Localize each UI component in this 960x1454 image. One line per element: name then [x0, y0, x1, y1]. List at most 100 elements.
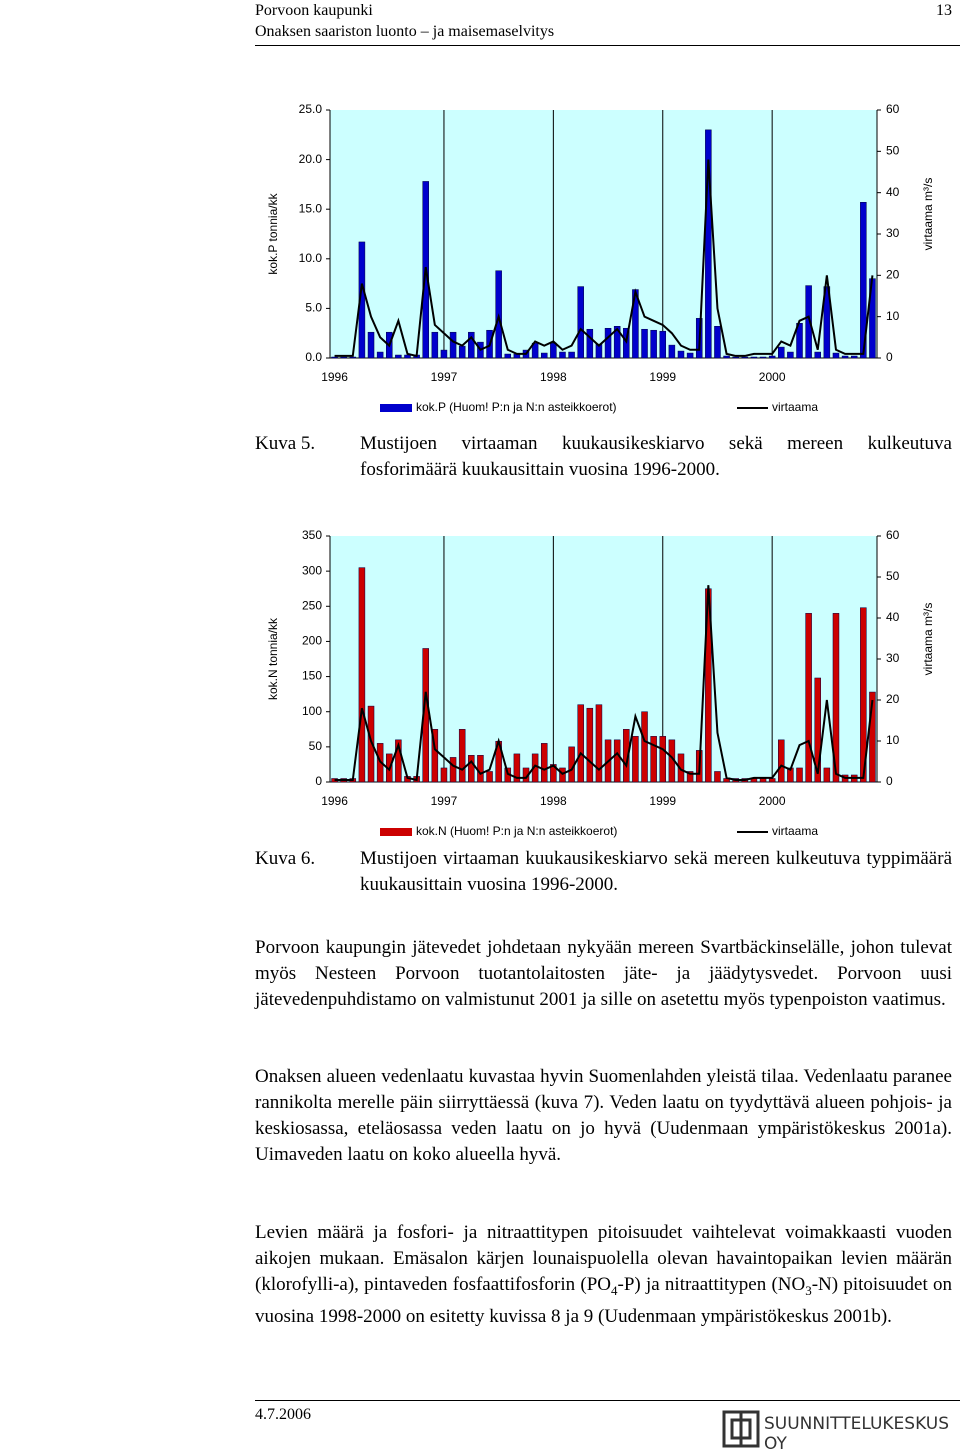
y2-tick-label: 50: [886, 569, 900, 583]
bar: [641, 328, 648, 359]
bar: [814, 351, 821, 359]
y-tick-label: 300: [302, 563, 322, 577]
x-tick-label: 1996: [321, 794, 348, 808]
y2-tick-label: 50: [886, 144, 900, 158]
bar: [550, 764, 557, 783]
bar: [404, 354, 411, 359]
paragraph: Porvoon kaupungin jätevedet johdetaan ny…: [255, 935, 952, 1013]
y-tick-label: 250: [302, 598, 322, 612]
bar: [686, 771, 694, 783]
bar: [850, 355, 858, 359]
bar: [440, 349, 448, 359]
footer-date: 4.7.2006: [255, 1406, 311, 1423]
legend-label: kok.P (Huom! P:n ja N:n asteikkoerot): [416, 400, 617, 414]
y2-tick-label: 40: [886, 185, 900, 199]
y2-tick-label: 30: [886, 651, 900, 665]
bar: [376, 351, 384, 359]
bar: [659, 330, 667, 359]
bar: [550, 342, 557, 359]
bar: [486, 771, 493, 783]
bar: [796, 767, 803, 783]
x-tick-label: 1998: [540, 370, 567, 384]
x-tick-label: 1997: [431, 794, 458, 808]
x-tick-label: 1996: [321, 370, 348, 384]
bar: [559, 351, 566, 359]
bar: [468, 331, 475, 359]
header-title: Porvoon kaupunki: [255, 2, 373, 19]
bar: [458, 729, 466, 783]
bar: [449, 331, 457, 359]
y2-axis-label: virtaama m³/s: [921, 178, 935, 251]
y-tick-label: 25.0: [299, 102, 323, 116]
x-tick-label: 2000: [759, 370, 786, 384]
bar: [595, 343, 603, 359]
y-tick-label: 20.0: [299, 152, 323, 166]
y2-tick-label: 20: [886, 268, 900, 282]
bar: [641, 711, 648, 783]
bar: [841, 355, 849, 359]
y-tick-label: 200: [302, 634, 322, 648]
bar: [513, 753, 521, 783]
bar: [577, 704, 584, 783]
bar: [805, 285, 812, 359]
bar: [477, 755, 484, 783]
text: -N) pitoisuudet on vuosina 1998-2000 on …: [255, 1274, 952, 1327]
bar: [750, 356, 758, 359]
bar: [623, 729, 630, 783]
bar: [395, 354, 402, 359]
y2-tick-label: 10: [886, 309, 900, 323]
bar: [504, 353, 512, 359]
bar: [586, 328, 594, 359]
bar: [768, 778, 776, 783]
bar: [540, 743, 548, 783]
bar: [814, 677, 821, 783]
bar: [458, 345, 466, 359]
legend-swatch: [380, 828, 412, 836]
bar: [568, 351, 575, 359]
y-tick-label: 350: [302, 528, 322, 542]
y2-tick-label: 0: [886, 774, 893, 788]
logo-icon: [722, 1410, 760, 1448]
legend-label: virtaama: [772, 400, 818, 414]
bar: [768, 355, 776, 359]
bar: [440, 767, 448, 783]
bar: [705, 129, 712, 359]
y2-tick-label: 30: [886, 226, 900, 240]
bar: [732, 356, 739, 359]
text: Levien määrä ja fosfori- ja nitraattityp…: [255, 1222, 952, 1295]
bar: [604, 327, 612, 359]
y2-axis-label: virtaama m³/s: [921, 603, 935, 676]
y-tick-label: 50: [309, 739, 323, 753]
y-tick-label: 5.0: [305, 301, 322, 315]
subscript: 3: [805, 1282, 812, 1298]
footer-company: SUUNNITTELUKESKUS OY: [764, 1414, 950, 1454]
text: Porvoon kaupungin jätevedet johdetaan ny…: [255, 937, 952, 1010]
plot-area: [330, 110, 877, 358]
bar: [741, 356, 749, 359]
y-axis-label: kok.N tonnia/kk: [266, 617, 280, 700]
y-tick-label: 150: [302, 669, 322, 683]
x-tick-label: 1997: [431, 370, 458, 384]
caption-label: Kuva 5.: [255, 433, 316, 454]
caption-label: Kuva 6.: [255, 848, 316, 869]
text: -P) ja nitraattitypen (NO: [617, 1274, 806, 1295]
y2-tick-label: 40: [886, 610, 900, 624]
y-axis-label: kok.P tonnia/kk: [266, 192, 280, 274]
bar: [468, 755, 475, 783]
legend-swatch: [380, 404, 412, 412]
header-rule: [255, 45, 960, 46]
bar: [677, 350, 685, 359]
y-tick-label: 0.0: [305, 350, 322, 364]
page-number: 13: [936, 2, 952, 19]
header-subtitle: Onaksen saariston luonto – ja maisemasel…: [255, 23, 555, 40]
bar: [714, 771, 721, 783]
bar: [367, 705, 375, 783]
paragraph: Levien määrä ja fosfori- ja nitraattityp…: [255, 1220, 952, 1330]
bar: [714, 326, 721, 359]
bar: [805, 613, 812, 783]
bar: [331, 356, 338, 359]
text: Onaksen alueen vedenlaatu kuvastaa hyvin…: [255, 1066, 952, 1165]
bar: [759, 356, 767, 359]
bar: [668, 344, 676, 359]
